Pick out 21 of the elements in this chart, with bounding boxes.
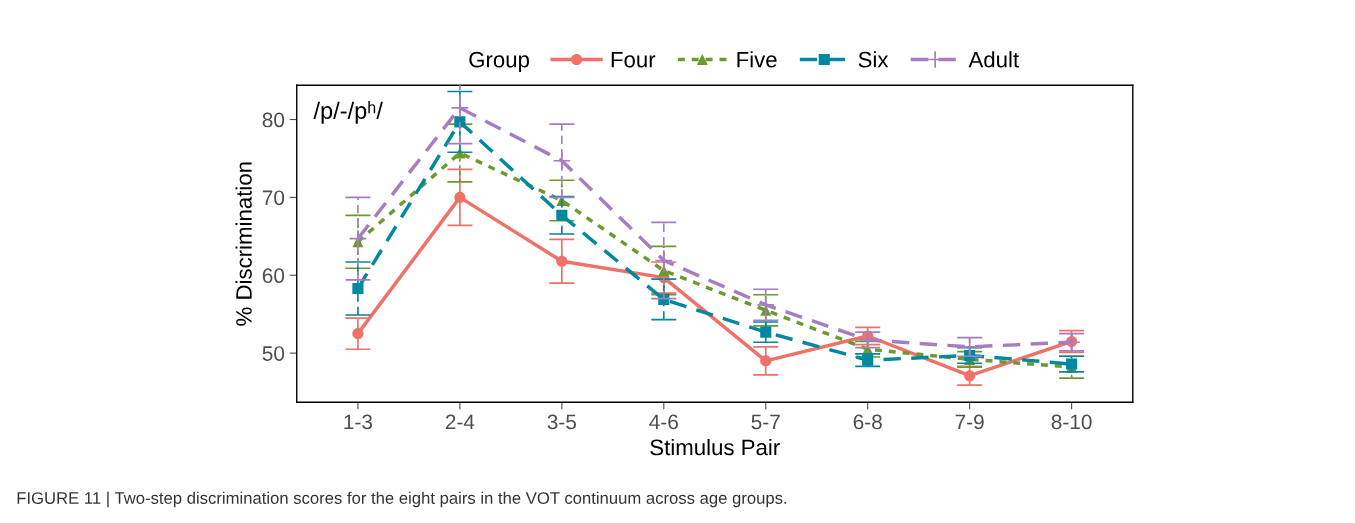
y-axis-title: % Discrimination: [235, 162, 252, 326]
annotation: /p/-/pʰ/: [313, 101, 383, 124]
x-tick-label: 7-9: [955, 414, 984, 430]
x-tick-label: 5-7: [751, 414, 780, 430]
legend-label: Six: [858, 51, 889, 68]
x-tick-label: 8-10: [1051, 414, 1092, 430]
x-axis-title: Stimulus Pair: [650, 438, 780, 456]
x-tick-label: 6-8: [853, 414, 882, 430]
y-tick-label: 50: [262, 346, 285, 361]
x-tick-label: 1-3: [344, 414, 373, 430]
x-tick-label: 2-4: [445, 414, 475, 430]
legend-label: Four: [611, 52, 656, 68]
legend-label: Five: [737, 51, 777, 68]
legend-label: Adult: [968, 51, 1019, 68]
y-tick-label: 60: [262, 268, 285, 284]
y-tick-label: 80: [262, 112, 285, 128]
x-tick-label: 4-6: [649, 414, 678, 430]
caption: FIGURE 11 | Two-step discrimination scores for the eight pairs in the VOT continuum across age groups.: [17, 491, 787, 508]
legend-title: Group: [469, 51, 530, 72]
x-tick-label: 3-5: [547, 414, 577, 430]
y-tick-label: 70: [262, 190, 285, 206]
